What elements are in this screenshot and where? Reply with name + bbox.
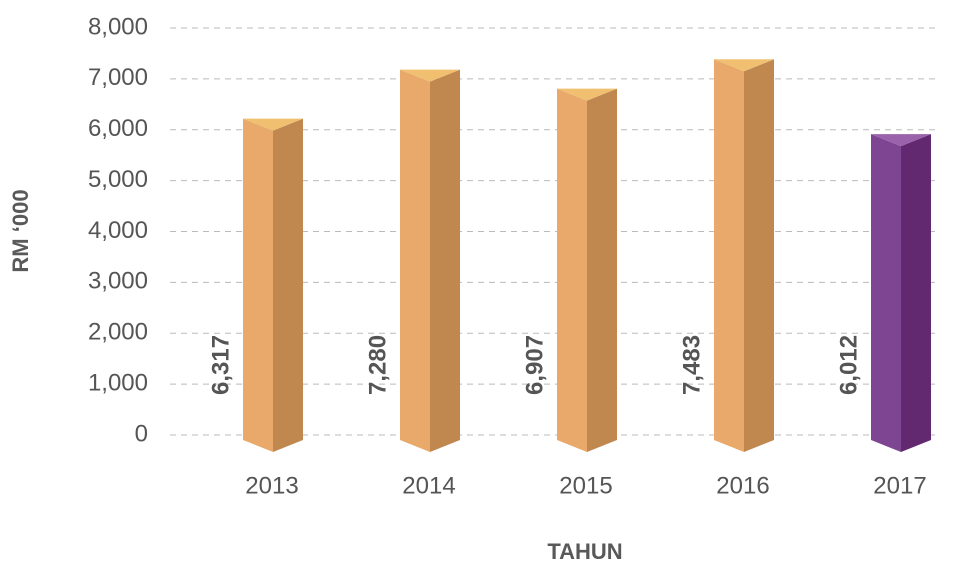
bar-front	[714, 59, 744, 453]
y-tick-label: 3,000	[88, 268, 148, 295]
bar-side	[901, 134, 931, 452]
x-tick-label: 2017	[873, 472, 926, 499]
bar-side	[587, 88, 617, 452]
bar-front	[871, 134, 901, 452]
x-tick-label: 2016	[716, 472, 769, 499]
y-tick-label: 1,000	[88, 369, 148, 396]
bar-top	[243, 118, 303, 131]
y-tick-label: 5,000	[88, 166, 148, 193]
bar-front	[243, 118, 273, 453]
value-label: 6,012	[835, 335, 862, 395]
bar-side	[430, 69, 460, 452]
x-tick-label: 2013	[245, 472, 298, 499]
y-tick-label: 8,000	[88, 13, 148, 40]
bar-top	[714, 59, 774, 72]
bar-side	[273, 118, 303, 453]
x-tick-label: 2015	[559, 472, 612, 499]
y-tick-label: 0	[135, 420, 148, 447]
y-tick-label: 6,000	[88, 115, 148, 142]
bar-front	[400, 69, 430, 452]
bar-side	[744, 59, 774, 453]
y-tick-label: 7,000	[88, 64, 148, 91]
bar-top	[557, 88, 617, 101]
bar-top	[400, 69, 460, 82]
value-label: 7,483	[678, 335, 705, 395]
bar-front	[557, 88, 587, 452]
x-axis-title: TAHUN	[547, 539, 622, 564]
y-axis-title: RM ‘000	[8, 189, 33, 272]
y-tick-label: 2,000	[88, 319, 148, 346]
y-tick-label: 4,000	[88, 217, 148, 244]
x-tick-label: 2014	[402, 472, 455, 499]
bar-top	[871, 134, 931, 147]
value-label: 6,907	[521, 335, 548, 395]
value-label: 6,317	[207, 335, 234, 395]
value-label: 7,280	[364, 335, 391, 395]
